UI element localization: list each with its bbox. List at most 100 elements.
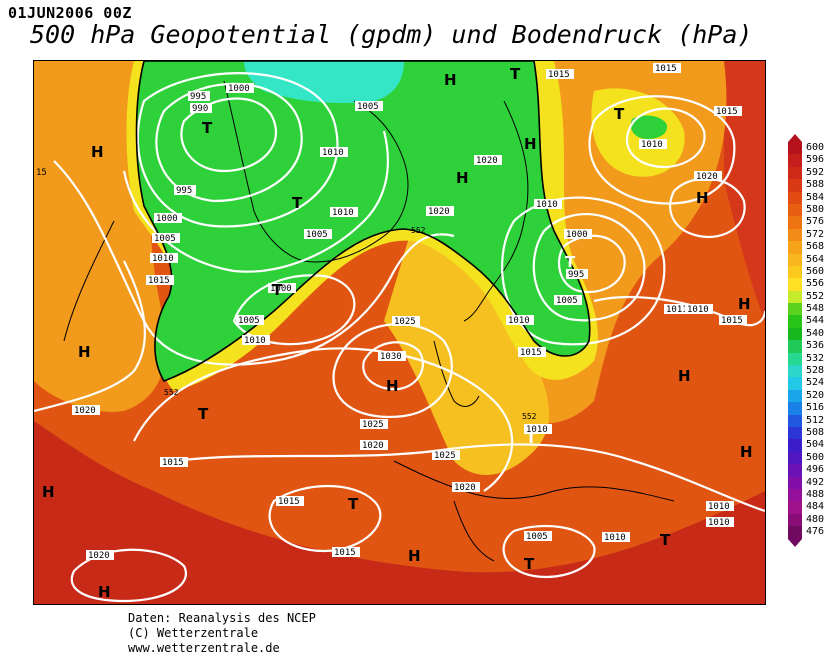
footer-copyright: (C) Wetterzentrale <box>128 626 259 640</box>
center-T-arctic: T <box>510 65 521 83</box>
legend-label: 568 <box>806 241 825 253</box>
legend-swatch <box>788 377 802 390</box>
label-1025-b: 1025 <box>362 420 384 430</box>
center-T-greenland: T <box>202 119 213 137</box>
label-1015-d: 1015 <box>148 276 170 286</box>
legend-label: 484 <box>806 501 825 513</box>
legend-swatch <box>788 303 802 316</box>
isobar-1000-scandinavia <box>532 213 646 322</box>
label-1005-d: 1005 <box>556 296 578 306</box>
legend-row: 476 <box>784 526 830 539</box>
center-H-south: H <box>98 583 111 601</box>
label-1020-f: 1020 <box>454 483 476 493</box>
center-H-west: H <box>78 343 91 361</box>
iberia-coast <box>453 500 495 562</box>
legend-label: 512 <box>806 414 825 426</box>
label-1010-e: 1010 <box>536 200 558 210</box>
legend-row: 492 <box>784 476 830 489</box>
label-1005-f: 1005 <box>526 532 548 542</box>
legend-label: 544 <box>806 315 825 327</box>
label-1010-d: 1010 <box>332 208 354 218</box>
label-1005-b: 1005 <box>154 234 176 244</box>
label-995-a: 995 <box>190 92 206 102</box>
center-T-central-europe: T <box>526 429 537 447</box>
legend-label: 480 <box>806 513 825 525</box>
legend-row: 496 <box>784 464 830 477</box>
label-1010-l: 1010 <box>708 518 730 528</box>
legend-row: 584 <box>784 191 830 204</box>
legend-swatch <box>788 365 802 378</box>
label-1025-a: 1025 <box>394 317 416 327</box>
legend-row: 516 <box>784 402 830 415</box>
label-1020-e: 1020 <box>362 441 384 451</box>
legend-label: 536 <box>806 340 825 352</box>
legend-swatch <box>788 476 802 489</box>
label-1005-c: 1005 <box>306 230 328 240</box>
legend-row: 580 <box>784 203 830 217</box>
label-1015-h: 1015 <box>278 497 300 507</box>
legend-label: 476 <box>806 526 825 538</box>
legend-row: 596 <box>784 154 830 167</box>
isobar-1020-sw <box>70 548 187 603</box>
label-1011: 1011 <box>666 305 688 315</box>
legend-swatch <box>788 414 802 427</box>
label-995-c: 995 <box>568 270 584 280</box>
legend-label: 580 <box>806 203 825 215</box>
legend-arrow-up <box>784 134 830 142</box>
label-1015-a: 1015 <box>548 70 570 80</box>
center-H-azores: H <box>386 377 399 395</box>
legend-swatch <box>788 327 802 341</box>
label-1000-c: 1000 <box>566 230 588 240</box>
isobar-1005-atlantic <box>232 274 356 346</box>
legend-swatch <box>788 203 802 217</box>
legend-swatch <box>788 179 802 192</box>
label-552-c: 552 <box>522 412 537 421</box>
label-1010-j: 1010 <box>604 533 626 543</box>
legend-row: 564 <box>784 253 830 266</box>
label-990: 990 <box>192 104 208 114</box>
legend-swatch <box>788 253 802 266</box>
isobar-1010-north <box>625 107 706 169</box>
label-1010-h: 1010 <box>687 305 709 315</box>
legend-label: 548 <box>806 303 825 315</box>
legend-row: 528 <box>784 365 830 378</box>
legend-swatch <box>788 315 802 328</box>
isobar-1015-east <box>593 296 765 327</box>
legend-label: 560 <box>806 265 825 277</box>
legend-row: 552 <box>784 290 830 304</box>
legend-label: 584 <box>806 191 825 203</box>
legend-swatch <box>788 228 802 242</box>
legend-swatch <box>788 488 802 502</box>
legend-label: 500 <box>806 451 825 463</box>
legend-row: 572 <box>784 228 830 242</box>
isobar-1015-north <box>588 95 736 205</box>
legend-label: 524 <box>806 377 825 389</box>
legend-swatch <box>788 513 802 527</box>
legend-row: 524 <box>784 377 830 390</box>
center-H-norway-sea: H <box>456 169 469 187</box>
footer-website: www.wetterzentrale.de <box>128 641 280 655</box>
legend-label: 600 <box>806 142 825 153</box>
legend-swatch <box>788 278 802 291</box>
coastlines <box>63 80 675 562</box>
label-1010-f: 1010 <box>508 316 530 326</box>
legend-row: 484 <box>784 501 830 514</box>
center-T-greenland-south: T <box>292 194 303 212</box>
greenland-coast <box>223 80 409 263</box>
label-1015-c: 1015 <box>716 107 738 117</box>
center-T-mediterranean: T <box>524 555 535 573</box>
north-america-coast <box>63 220 115 342</box>
isobar-labels: 995 990 1000 1005 1010 1015 1015 1015 10… <box>36 63 747 561</box>
label-1005-e: 1005 <box>238 316 260 326</box>
isobar-1015-main <box>173 443 765 513</box>
label-1020-a: 1020 <box>696 172 718 182</box>
label-1010-i: 1010 <box>526 425 548 435</box>
legend-swatch <box>788 154 802 167</box>
isobar-1030 <box>362 341 425 391</box>
center-T-south: T <box>348 495 359 513</box>
center-H-russia: H <box>696 189 709 207</box>
legend-row: 576 <box>784 216 830 229</box>
legend-label: 520 <box>806 389 825 401</box>
center-H-east-1: H <box>738 295 751 313</box>
label-1020-d: 1020 <box>74 406 96 416</box>
